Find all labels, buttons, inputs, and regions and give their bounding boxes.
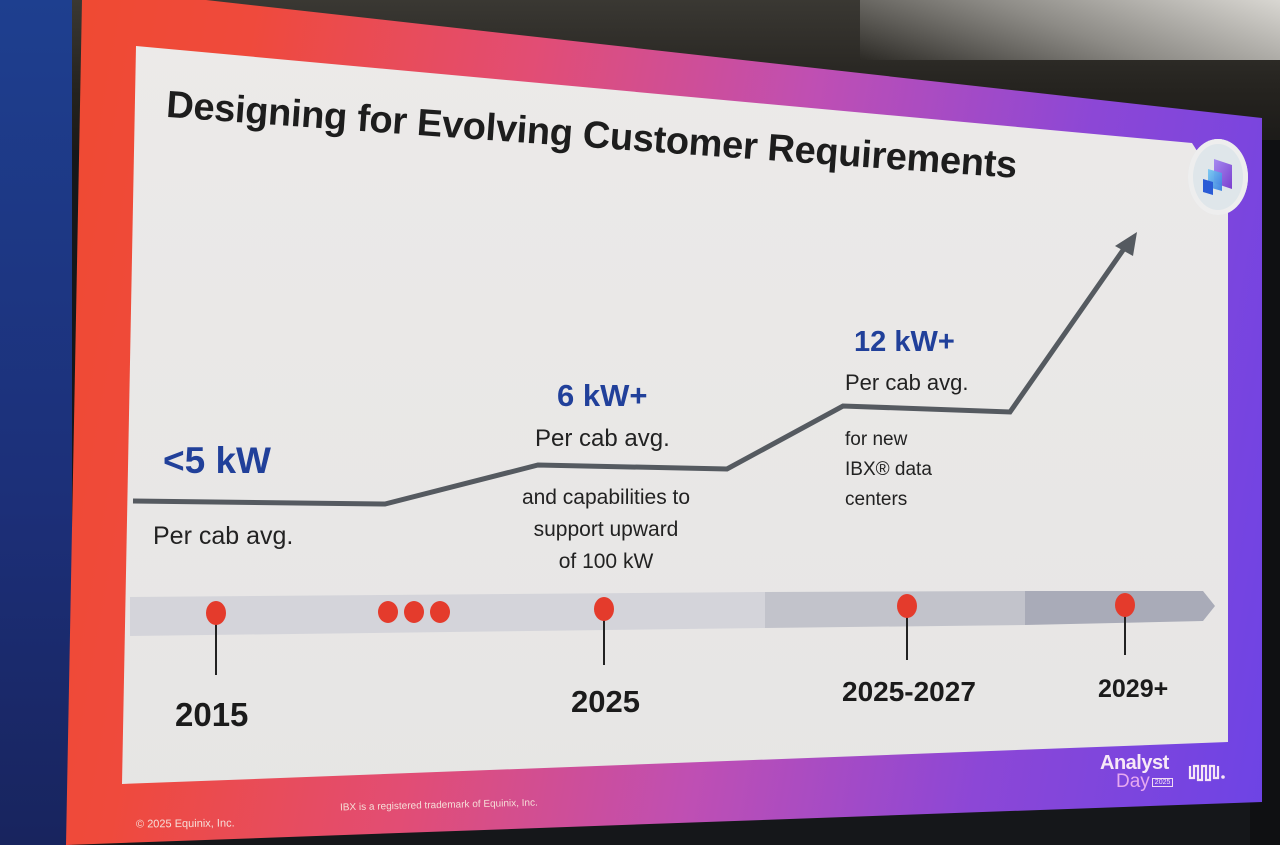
- ellipsis-dot: [378, 601, 398, 623]
- badge: [1188, 139, 1248, 215]
- timeline-marker: [206, 601, 226, 625]
- arrow-head-icon: [1115, 232, 1137, 256]
- period-label: 2025-2027: [842, 676, 976, 707]
- period-label: 2015: [175, 696, 249, 733]
- analyst-day-year: 2025: [1151, 778, 1174, 788]
- period-label: 2029+: [1098, 675, 1169, 703]
- analyst-day-logo: Analyst Day 2025: [1100, 752, 1174, 792]
- equinix-logo-icon: [1188, 764, 1225, 782]
- timeline-marker: [1115, 593, 1135, 617]
- stage-2-note-line: support upward: [533, 518, 679, 541]
- stage-3-caption: Per cab avg.: [845, 370, 969, 395]
- stage-2-note-line: and capabilities to: [521, 486, 691, 509]
- stage-3-note-line: centers: [845, 489, 908, 510]
- ellipsis-dot: [404, 601, 424, 623]
- stage-2-note: and capabilities to support upward of 10…: [498, 482, 714, 578]
- stage-2-caption: Per cab avg.: [535, 425, 670, 452]
- timeline-marker: [594, 597, 614, 621]
- stage-3-note: for new IBX® data centers: [845, 425, 932, 515]
- timeline-marker: [897, 594, 917, 618]
- copyright-text: © 2025 Equinix, Inc.: [135, 817, 235, 831]
- stacked-squares-icon: [1203, 159, 1232, 195]
- background-wall: [0, 0, 72, 845]
- stage-3-note-line: for new: [845, 429, 908, 450]
- ellipsis-dot: [430, 601, 450, 623]
- timeline-track-segment: [765, 591, 1025, 628]
- stage-3-note-line: IBX® data: [845, 459, 932, 480]
- stage-1-caption: Per cab avg.: [153, 522, 294, 550]
- stage-2-value: 6 kW+: [557, 378, 648, 413]
- stage-2-note-line: of 100 kW: [558, 550, 654, 573]
- stage-1-value: <5 kW: [163, 440, 271, 481]
- period-label: 2025: [571, 684, 640, 719]
- ceiling-light: [860, 0, 1280, 60]
- growth-step-line: [132, 241, 1131, 507]
- stage-3-value: 12 kW+: [854, 326, 955, 358]
- analyst-day-line1: Analyst: [1100, 752, 1169, 774]
- analyst-day-line2: Day: [1116, 771, 1150, 792]
